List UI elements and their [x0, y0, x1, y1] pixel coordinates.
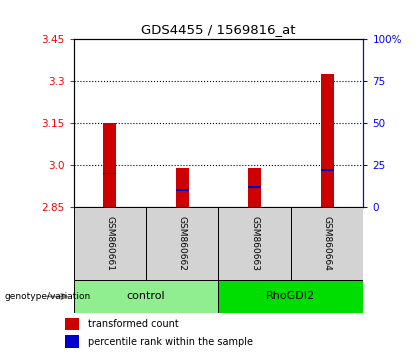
- Title: GDS4455 / 1569816_at: GDS4455 / 1569816_at: [141, 23, 296, 36]
- Bar: [65, 335, 79, 348]
- Bar: [103, 173, 116, 174]
- Bar: [103, 123, 116, 207]
- Bar: [65, 318, 79, 330]
- Bar: [146, 207, 218, 280]
- Text: RhoGDI2: RhoGDI2: [266, 291, 315, 302]
- Text: GSM860662: GSM860662: [178, 216, 186, 271]
- Bar: [320, 74, 333, 207]
- Bar: [218, 207, 291, 280]
- Text: genotype/variation: genotype/variation: [4, 292, 90, 301]
- Bar: [218, 280, 363, 313]
- Bar: [320, 169, 333, 171]
- Text: transformed count: transformed count: [88, 319, 179, 329]
- Text: GSM860664: GSM860664: [323, 216, 331, 271]
- Bar: [248, 186, 261, 188]
- Bar: [176, 168, 189, 207]
- Text: GSM860663: GSM860663: [250, 216, 259, 271]
- Text: GSM860661: GSM860661: [105, 216, 114, 271]
- Bar: [176, 189, 189, 191]
- Text: control: control: [127, 291, 165, 302]
- Bar: [248, 168, 261, 207]
- Bar: [291, 207, 363, 280]
- Bar: [74, 280, 218, 313]
- Bar: [74, 207, 146, 280]
- Text: percentile rank within the sample: percentile rank within the sample: [88, 337, 253, 347]
